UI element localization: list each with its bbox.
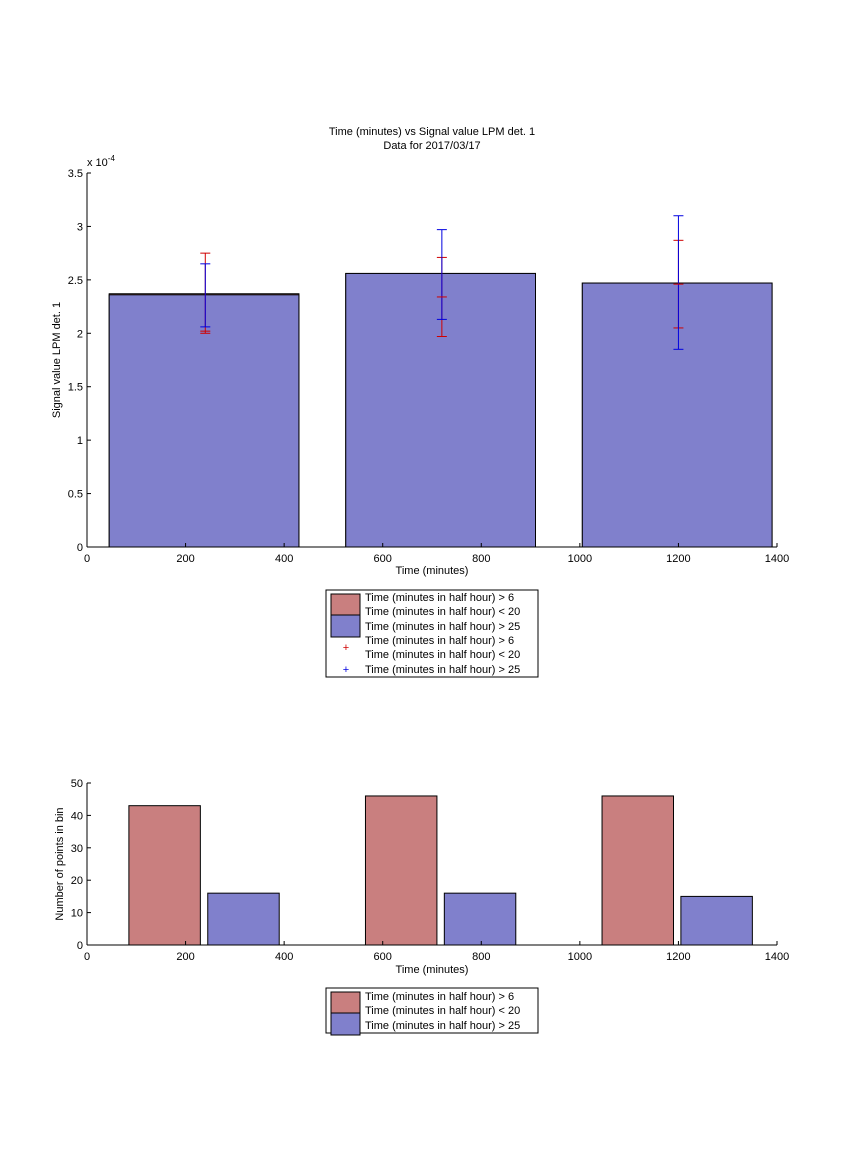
top-x-tick-label-5: 1000 <box>568 553 592 565</box>
top-x-tick-label-0: 0 <box>84 553 90 565</box>
bottom-legend-swatch-blue <box>330 1012 361 1036</box>
top-y-tick-label-7: 3.5 <box>68 168 83 180</box>
bottom-legend-entry-1: Time (minutes in half hour) > 6 <box>365 991 514 1003</box>
top-legend: + + Time (minutes in half hour) > 6 Time… <box>325 589 539 678</box>
top-x-tick-label-4: 800 <box>472 553 490 565</box>
top-y-tick-label-1: 0.5 <box>68 489 83 501</box>
bottom-y-tick-label-2: 20 <box>71 875 83 887</box>
top-chart-title: Time (minutes) vs Signal value LPM det. … <box>329 126 535 138</box>
top-y-exponent-power: -4 <box>108 154 116 163</box>
top-y-ticks: 0 0.5 1 1.5 2 2.5 3 3.5 <box>68 168 91 554</box>
top-y-axis-label: Signal value LPM det. 1 <box>51 302 63 418</box>
bottom-y-ticks: 0 10 20 30 40 50 <box>71 778 91 952</box>
top-x-tick-label-1: 200 <box>176 553 194 565</box>
bottom-x-tick-label-1: 200 <box>176 951 194 963</box>
top-x-ticks: 0 200 400 600 800 1000 1200 1400 <box>84 543 789 565</box>
top-legend-entry-4: Time (minutes in half hour) > 6 <box>365 635 514 647</box>
top-legend-swatch-blue <box>330 614 361 638</box>
top-y-tick-label-4: 2 <box>77 328 83 340</box>
top-chart: Time (minutes) vs Signal value LPM det. … <box>51 126 789 577</box>
bottom-legend-swatch-red <box>330 991 361 1015</box>
bottom-y-tick-label-1: 10 <box>71 908 83 920</box>
top-y-tick-label-2: 1 <box>77 435 83 447</box>
bottom-legend: Time (minutes in half hour) > 6 Time (mi… <box>325 987 539 1036</box>
top-legend-entry-2: Time (minutes in half hour) < 20 <box>365 606 520 618</box>
bottom-x-tick-label-4: 800 <box>472 951 490 963</box>
top-bar-blue-0 <box>108 294 300 548</box>
bottom-x-tick-label-0: 0 <box>84 951 90 963</box>
bottom-legend-box <box>325 987 539 1034</box>
bottom-y-tick-label-3: 30 <box>71 843 83 855</box>
bottom-bar-s0-2 <box>601 795 674 946</box>
bottom-x-axis-label: Time (minutes) <box>396 964 469 976</box>
top-legend-entry-5: Time (minutes in half hour) < 20 <box>365 649 520 661</box>
bottom-bar-s0-0 <box>128 805 201 946</box>
top-legend-entry-3: Time (minutes in half hour) > 25 <box>365 621 520 633</box>
bottom-x-tick-label-5: 1000 <box>568 951 592 963</box>
bottom-chart: 0 200 400 600 800 1000 1200 1400 0 10 20 30 40 50 Ti… <box>54 778 789 976</box>
top-y-tick-label-0: 0 <box>77 542 83 554</box>
top-legend-box <box>325 589 539 678</box>
top-x-axis-label: Time (minutes) <box>396 565 469 577</box>
top-x-tick-label-3: 600 <box>374 553 392 565</box>
top-y-exponent-base: x 10 <box>87 157 108 169</box>
top-legend-entry-6: Time (minutes in half hour) > 25 <box>365 664 520 676</box>
bottom-x-tick-label-6: 1200 <box>666 951 690 963</box>
top-x-tick-label-6: 1200 <box>666 553 690 565</box>
bottom-x-ticks: 0 200 400 600 800 1000 1200 1400 <box>84 941 789 963</box>
bottom-y-tick-label-0: 0 <box>77 940 83 952</box>
top-chart-subtitle: Data for 2017/03/17 <box>383 140 480 152</box>
bottom-x-tick-label-2: 400 <box>275 951 293 963</box>
top-x-tick-label-7: 1400 <box>765 553 789 565</box>
top-y-tick-label-5: 2.5 <box>68 275 83 287</box>
top-y-tick-label-6: 3 <box>77 221 83 233</box>
top-bar-blue-2 <box>581 282 773 548</box>
bottom-bar-s1-0 <box>207 892 280 946</box>
bottom-y-tick-label-5: 50 <box>71 778 83 790</box>
top-legend-plus-red: + <box>343 642 349 654</box>
bottom-bar-s1-1 <box>443 892 517 946</box>
bottom-legend-entry-2: Time (minutes in half hour) < 20 <box>365 1005 520 1017</box>
bottom-bar-s0-1 <box>364 795 438 946</box>
top-legend-swatch-red <box>330 593 361 617</box>
top-bars <box>108 272 773 548</box>
top-bar-blue-1 <box>345 272 536 548</box>
bottom-bar-s1-2 <box>680 895 753 946</box>
bottom-x-tick-label-7: 1400 <box>765 951 789 963</box>
bottom-y-axis-label: Number of points in bin <box>54 807 66 920</box>
top-x-tick-label-2: 400 <box>275 553 293 565</box>
top-y-exponent: x 10-4 <box>87 154 115 169</box>
bottom-bars <box>128 795 753 946</box>
bottom-y-tick-label-4: 40 <box>71 810 83 822</box>
top-legend-entry-1: Time (minutes in half hour) > 6 <box>365 592 514 604</box>
top-legend-plus-blue: + <box>343 664 349 676</box>
top-errorbars <box>200 215 684 350</box>
top-y-tick-label-3: 1.5 <box>68 382 83 394</box>
bottom-x-tick-label-3: 600 <box>374 951 392 963</box>
bottom-legend-entry-3: Time (minutes in half hour) > 25 <box>365 1020 520 1032</box>
